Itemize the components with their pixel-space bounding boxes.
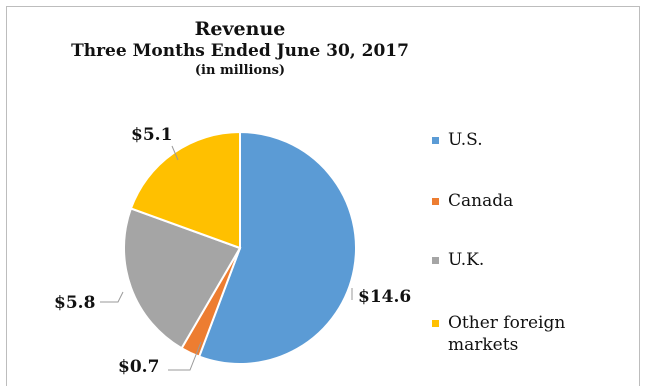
data-label-us: $14.6 <box>358 287 411 307</box>
pie-slice-other <box>129 130 241 250</box>
data-label-other: $5.1 <box>131 125 172 145</box>
chart-unit-note: (in millions) <box>194 63 286 78</box>
pie-slice-us <box>197 130 357 365</box>
chart-title: Revenue <box>194 18 286 40</box>
chart-subtitle: Three Months Ended June 30, 2017 <box>71 41 409 61</box>
legend-swatch-us <box>432 137 439 144</box>
leader-line-canada <box>168 341 202 371</box>
legend-label-other: Other foreign <box>448 313 566 333</box>
legend-label-us: U.S. <box>448 130 483 150</box>
data-label-canada: $0.7 <box>118 357 159 377</box>
legend-label-uk: U.K. <box>448 250 485 270</box>
legend-label-other-line2: markets <box>448 335 519 355</box>
legend-swatch-uk <box>432 257 439 264</box>
leader-line-other <box>171 145 179 161</box>
chart-titles: Revenue Three Months Ended June 30, 2017… <box>20 18 460 80</box>
legend-swatch-canada <box>432 198 439 205</box>
data-label-uk: $5.8 <box>54 293 95 313</box>
legend-label-canada: Canada <box>448 191 514 211</box>
chart-frame <box>6 6 640 386</box>
legend-swatch-other <box>432 320 439 327</box>
pie-slice-uk <box>123 207 242 350</box>
leader-line-uk <box>100 291 124 303</box>
